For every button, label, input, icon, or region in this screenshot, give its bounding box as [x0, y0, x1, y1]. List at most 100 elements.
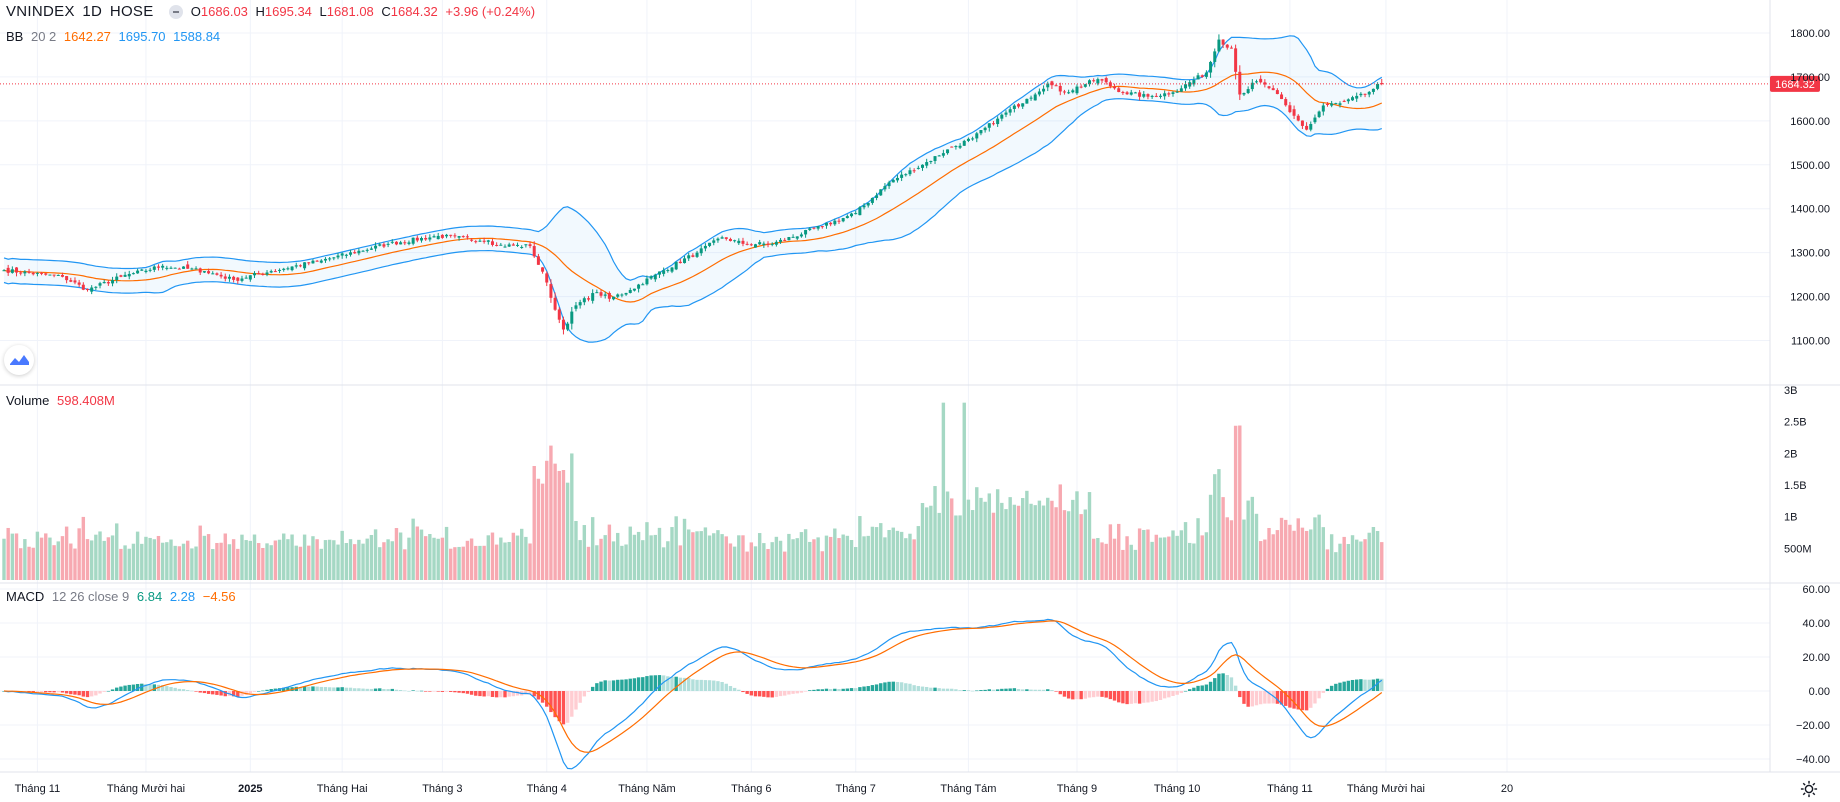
macd-line — [3, 618, 1383, 770]
macd-histogram-bar — [198, 691, 202, 693]
volume-bar — [624, 544, 628, 580]
collapse-icon[interactable] — [169, 4, 184, 19]
bb-basis-line — [3, 71, 1383, 303]
volume-bar — [148, 537, 152, 580]
volume-bar — [1371, 526, 1376, 580]
candle-body — [23, 271, 27, 274]
volume-bar — [269, 545, 273, 580]
volume-bar — [419, 529, 424, 580]
macd-histogram-bar — [887, 681, 891, 691]
candle-body — [319, 260, 323, 263]
candle-body — [653, 274, 657, 280]
macd-histogram-bar — [494, 691, 499, 698]
volume-bar — [791, 539, 795, 580]
candle-body — [186, 264, 190, 269]
volume-bar — [1046, 497, 1050, 580]
macd-histogram-bar — [1250, 691, 1255, 707]
volume-bar — [607, 524, 612, 580]
volume-bar — [461, 546, 465, 580]
volume-legend[interactable]: Volume 598.408M — [6, 393, 119, 409]
volume-bar — [1250, 496, 1255, 580]
volume-bar — [486, 535, 490, 580]
volume-bar — [39, 537, 44, 580]
macd-histogram-bar — [787, 691, 791, 695]
candle-body — [879, 189, 883, 196]
volume-bar — [841, 534, 845, 580]
volume-bar — [545, 460, 549, 580]
macd-histogram-bar — [803, 691, 808, 692]
volume-bar — [219, 542, 223, 580]
volume-bar — [52, 545, 56, 580]
volume-bar — [1050, 500, 1054, 580]
volume-bar — [282, 533, 286, 580]
candle-body — [946, 149, 950, 154]
macd-histogram-bar — [340, 687, 344, 691]
candle-body — [1288, 105, 1292, 113]
bb-legend[interactable]: BB 20 2 1642.27 1695.70 1588.84 — [6, 29, 224, 45]
volume-bar — [1142, 529, 1146, 580]
macd-histogram-bar — [1150, 691, 1154, 702]
candle-body — [378, 244, 382, 246]
macd-histogram-bar — [565, 691, 570, 723]
candle-body — [294, 265, 298, 267]
time-tick-label: 20 — [1501, 783, 1513, 795]
macd-histogram-bar — [482, 691, 486, 697]
candle-body — [165, 267, 169, 269]
macd-histogram-bar — [102, 691, 106, 692]
volume-bar — [265, 543, 269, 580]
volume-bar — [252, 534, 257, 580]
volume-bar — [123, 545, 127, 580]
volume-bar — [1096, 538, 1100, 580]
volume-bar — [311, 536, 315, 580]
candle-body — [340, 253, 344, 256]
volume-bar — [307, 545, 311, 580]
volume-bar — [1304, 530, 1309, 580]
candle-body — [1196, 75, 1200, 80]
macd-histogram-bar — [766, 691, 770, 698]
volume-bar — [1100, 542, 1104, 580]
candle-body — [420, 238, 423, 241]
candle-body — [699, 248, 703, 254]
symbol-name[interactable]: VNINDEX — [6, 3, 75, 20]
volume-bar — [1258, 541, 1263, 580]
candle-body — [1071, 90, 1075, 93]
candle-body — [791, 236, 795, 238]
settings-gear-icon[interactable] — [1800, 780, 1818, 798]
volume-bar — [457, 546, 461, 580]
volume-bar — [1167, 536, 1171, 580]
macd-histogram-bar — [707, 680, 712, 691]
macd-histogram-bar — [891, 681, 895, 691]
volume-bar — [929, 505, 933, 580]
macd-histogram-bar — [1029, 689, 1033, 691]
macd-histogram-bar — [879, 683, 883, 691]
candle-body — [211, 273, 215, 275]
candle-body — [1192, 80, 1196, 85]
macd-histogram-bar — [423, 691, 428, 692]
volume-bar — [190, 548, 194, 580]
tradingview-logo-icon[interactable] — [4, 345, 34, 375]
volume-bar — [524, 536, 528, 580]
macd-histogram-bar — [586, 691, 591, 692]
macd-histogram-bar — [616, 679, 620, 691]
candle-body — [232, 276, 236, 280]
volume-bar — [979, 497, 983, 580]
candle-body — [683, 258, 687, 264]
macd-legend[interactable]: MACD 12 26 close 9 6.84 2.28 −4.56 — [6, 589, 240, 605]
macd-tick-label: 40.00 — [1802, 618, 1830, 630]
volume-bar — [1300, 527, 1305, 580]
macd-histogram-bar — [344, 687, 349, 691]
open-label: O — [190, 4, 201, 19]
volume-bar — [1355, 539, 1359, 580]
candle-body — [2, 270, 6, 272]
candle-body — [549, 284, 553, 298]
macd-histogram-bar — [1050, 690, 1054, 691]
macd-histogram-bar — [273, 688, 278, 691]
change-value: +3.96 (+0.24%) — [445, 4, 536, 19]
macd-histogram-bar — [373, 688, 378, 691]
macd-histogram-bar — [528, 691, 532, 695]
candle-body — [1280, 94, 1284, 100]
volume-bar — [962, 402, 966, 580]
interval-label[interactable]: 1D — [82, 3, 103, 20]
macd-histogram-bar — [636, 677, 641, 691]
